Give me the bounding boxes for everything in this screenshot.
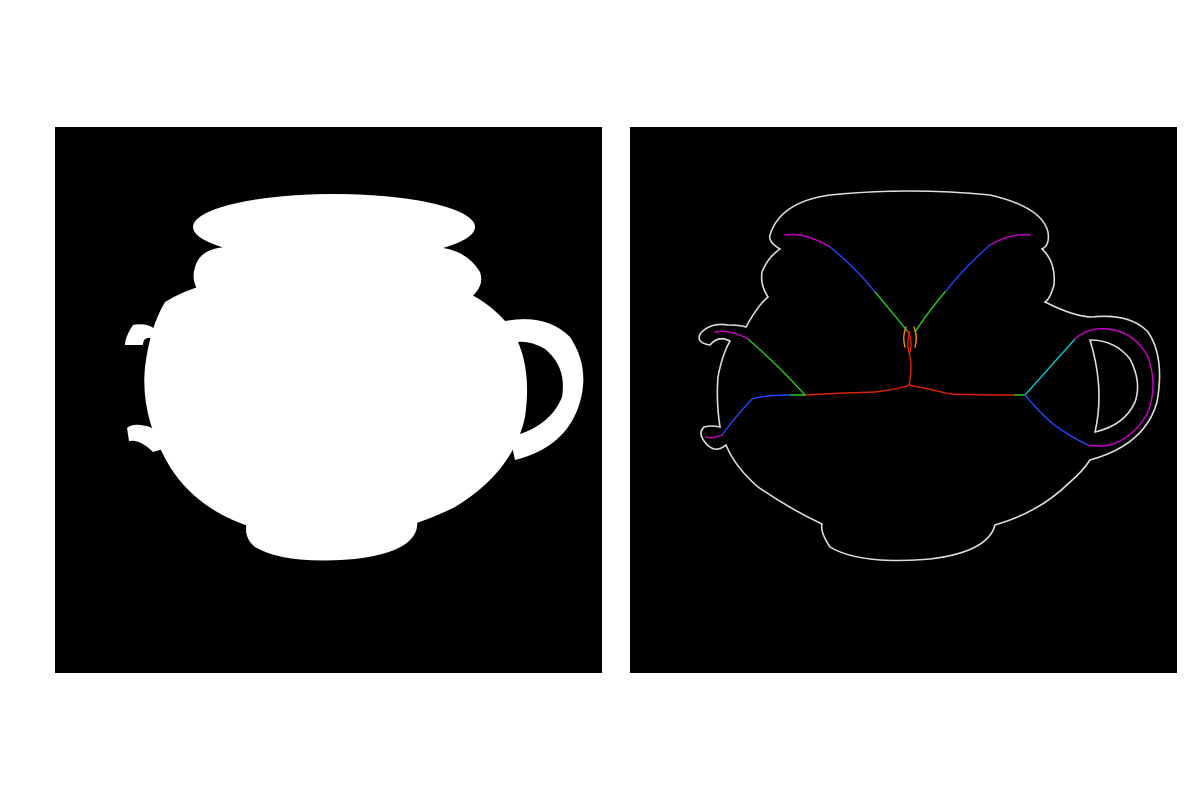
skeleton-center-fork-right <box>913 326 917 348</box>
skeleton-spout-lower-tip <box>705 434 723 439</box>
skeleton-branch-top-right-mid <box>914 291 946 333</box>
teapot-base-shape <box>246 506 418 561</box>
teapot-spout-neck-shape <box>155 327 195 447</box>
teapot-lid-shape <box>193 194 475 260</box>
skeleton-handle-lower-connector <box>1024 394 1089 446</box>
teapot-handle-shape <box>500 319 584 460</box>
skeleton-panel <box>630 127 1177 673</box>
silhouette-panel <box>55 127 602 673</box>
skeleton-spout-lower-connector <box>751 394 791 400</box>
teapot-silhouette <box>125 194 584 561</box>
skeleton-branch-top-left-mid <box>874 291 909 333</box>
skeleton-spout-upper-connector <box>747 338 806 396</box>
skeleton-handle-upper-connector <box>1024 338 1076 396</box>
skeleton-spout-lower-branch <box>721 398 753 436</box>
skeleton-branch-top-left-tip <box>784 233 831 248</box>
teapot-outline <box>698 190 1161 562</box>
skeleton-branch-top-right-tip <box>989 234 1031 246</box>
skeleton-spout-upper-tip <box>714 330 749 340</box>
skeleton-handle-loop <box>1074 328 1154 446</box>
medial-axis-skeleton <box>705 233 1154 447</box>
skeleton-center-stem <box>907 331 912 386</box>
skeleton-horizontal-trunk <box>804 384 1016 396</box>
teapot-contour-path <box>698 190 1161 562</box>
teapot-spout-top-shape <box>125 324 157 345</box>
skeleton-branch-top-right-outer <box>944 244 991 293</box>
teapot-body-shape <box>144 277 528 535</box>
skeleton-handle-lower-tip <box>1087 444 1111 447</box>
teapot-spout-bottom-shape <box>127 424 170 452</box>
skeleton-center-fork-left <box>903 326 907 348</box>
skeleton-image <box>698 190 1161 562</box>
handle-hole-contour <box>1088 339 1139 434</box>
silhouette-image <box>125 194 584 561</box>
skeleton-branch-top-left-outer <box>829 246 876 293</box>
